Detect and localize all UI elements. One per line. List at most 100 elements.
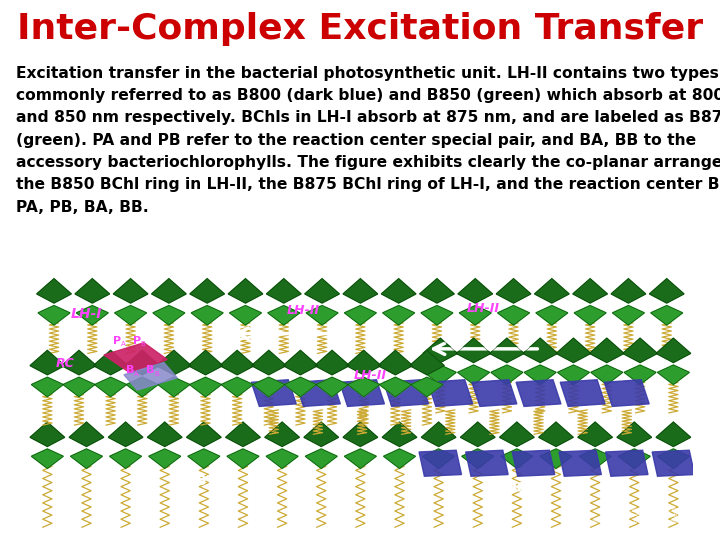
Polygon shape xyxy=(590,338,624,362)
Polygon shape xyxy=(348,377,379,397)
Polygon shape xyxy=(38,306,70,325)
Polygon shape xyxy=(611,279,646,303)
Polygon shape xyxy=(491,365,523,384)
Text: B875: B875 xyxy=(187,474,227,488)
Polygon shape xyxy=(379,377,411,397)
Polygon shape xyxy=(456,338,491,362)
Polygon shape xyxy=(63,377,95,397)
Polygon shape xyxy=(305,449,337,468)
Polygon shape xyxy=(460,422,495,447)
Polygon shape xyxy=(651,306,683,325)
Polygon shape xyxy=(32,377,63,397)
Text: B: B xyxy=(154,370,158,377)
Polygon shape xyxy=(227,449,259,468)
Polygon shape xyxy=(340,380,384,407)
Text: B800: B800 xyxy=(507,481,546,495)
Polygon shape xyxy=(606,450,648,476)
Polygon shape xyxy=(152,279,186,303)
Polygon shape xyxy=(472,380,517,407)
Polygon shape xyxy=(496,279,531,303)
Polygon shape xyxy=(186,422,221,447)
Text: P: P xyxy=(112,336,121,346)
Polygon shape xyxy=(539,422,573,447)
Polygon shape xyxy=(490,338,524,362)
Polygon shape xyxy=(500,422,534,447)
Polygon shape xyxy=(652,450,695,476)
Polygon shape xyxy=(524,365,556,384)
Polygon shape xyxy=(228,279,263,303)
Text: B: B xyxy=(146,365,154,375)
Polygon shape xyxy=(424,365,456,384)
Polygon shape xyxy=(410,350,444,375)
Text: PA, PB, BA, BB.: PA, PB, BA, BB. xyxy=(16,200,148,215)
Polygon shape xyxy=(624,365,656,384)
Polygon shape xyxy=(382,279,416,303)
Text: Inter-Complex Excitation Transfer: Inter-Complex Excitation Transfer xyxy=(17,12,703,46)
Polygon shape xyxy=(656,338,690,362)
Text: B: B xyxy=(126,365,135,375)
Polygon shape xyxy=(657,449,689,468)
Polygon shape xyxy=(378,350,413,375)
Polygon shape xyxy=(579,449,611,468)
Polygon shape xyxy=(266,449,298,468)
Polygon shape xyxy=(557,365,590,384)
Polygon shape xyxy=(125,350,160,375)
Polygon shape xyxy=(346,350,381,375)
Text: LH-I: LH-I xyxy=(71,307,102,321)
Polygon shape xyxy=(30,422,65,447)
Polygon shape xyxy=(32,449,63,468)
Polygon shape xyxy=(220,350,254,375)
Polygon shape xyxy=(344,449,377,468)
Polygon shape xyxy=(343,279,378,303)
Text: (green). PA and PB refer to the reaction center special pair, and BA, BB to the: (green). PA and PB refer to the reaction… xyxy=(16,133,696,148)
Polygon shape xyxy=(384,449,415,468)
Polygon shape xyxy=(516,380,561,407)
Polygon shape xyxy=(420,279,454,303)
Polygon shape xyxy=(459,306,491,325)
Polygon shape xyxy=(536,306,568,325)
Polygon shape xyxy=(304,422,338,447)
Polygon shape xyxy=(94,350,128,375)
Polygon shape xyxy=(556,338,591,362)
Polygon shape xyxy=(76,306,108,325)
Polygon shape xyxy=(109,449,142,468)
Text: LH-II: LH-II xyxy=(467,302,500,315)
Polygon shape xyxy=(534,279,569,303)
Polygon shape xyxy=(75,279,109,303)
Text: Theoretical Biophysics Group
Beckman Institute
University of Illinois Urbana-Cha: Theoretical Biophysics Group Beckman Ins… xyxy=(574,508,690,524)
Polygon shape xyxy=(423,449,454,468)
Polygon shape xyxy=(37,279,71,303)
Text: Excitation transfer in the bacterial photosynthetic unit. LH-II contains two typ: Excitation transfer in the bacterial pho… xyxy=(16,66,720,81)
Polygon shape xyxy=(344,306,377,325)
Text: LH-II: LH-II xyxy=(287,304,320,317)
Polygon shape xyxy=(618,449,650,468)
Polygon shape xyxy=(411,377,443,397)
Polygon shape xyxy=(574,306,606,325)
Polygon shape xyxy=(126,377,158,397)
Polygon shape xyxy=(30,350,65,375)
Polygon shape xyxy=(419,450,462,476)
Polygon shape xyxy=(94,377,127,397)
Polygon shape xyxy=(221,377,253,397)
Polygon shape xyxy=(573,279,608,303)
Polygon shape xyxy=(458,279,492,303)
Text: B850: B850 xyxy=(317,260,357,274)
Polygon shape xyxy=(421,422,456,447)
Text: accessory bacteriochlorophylls. The figure exhibits clearly the co-planar arrang: accessory bacteriochlorophylls. The figu… xyxy=(16,155,720,170)
Polygon shape xyxy=(108,422,143,447)
Text: LH-II: LH-II xyxy=(354,369,387,382)
Polygon shape xyxy=(283,350,318,375)
Polygon shape xyxy=(656,422,690,447)
Polygon shape xyxy=(458,365,490,384)
Polygon shape xyxy=(501,449,533,468)
Polygon shape xyxy=(604,380,649,407)
Text: P: P xyxy=(132,336,140,346)
Text: Light: Light xyxy=(540,239,584,254)
Polygon shape xyxy=(423,338,458,362)
Polygon shape xyxy=(153,306,185,325)
Polygon shape xyxy=(462,449,494,468)
Polygon shape xyxy=(428,380,473,407)
Polygon shape xyxy=(382,422,417,447)
Polygon shape xyxy=(523,338,557,362)
Polygon shape xyxy=(251,380,296,407)
